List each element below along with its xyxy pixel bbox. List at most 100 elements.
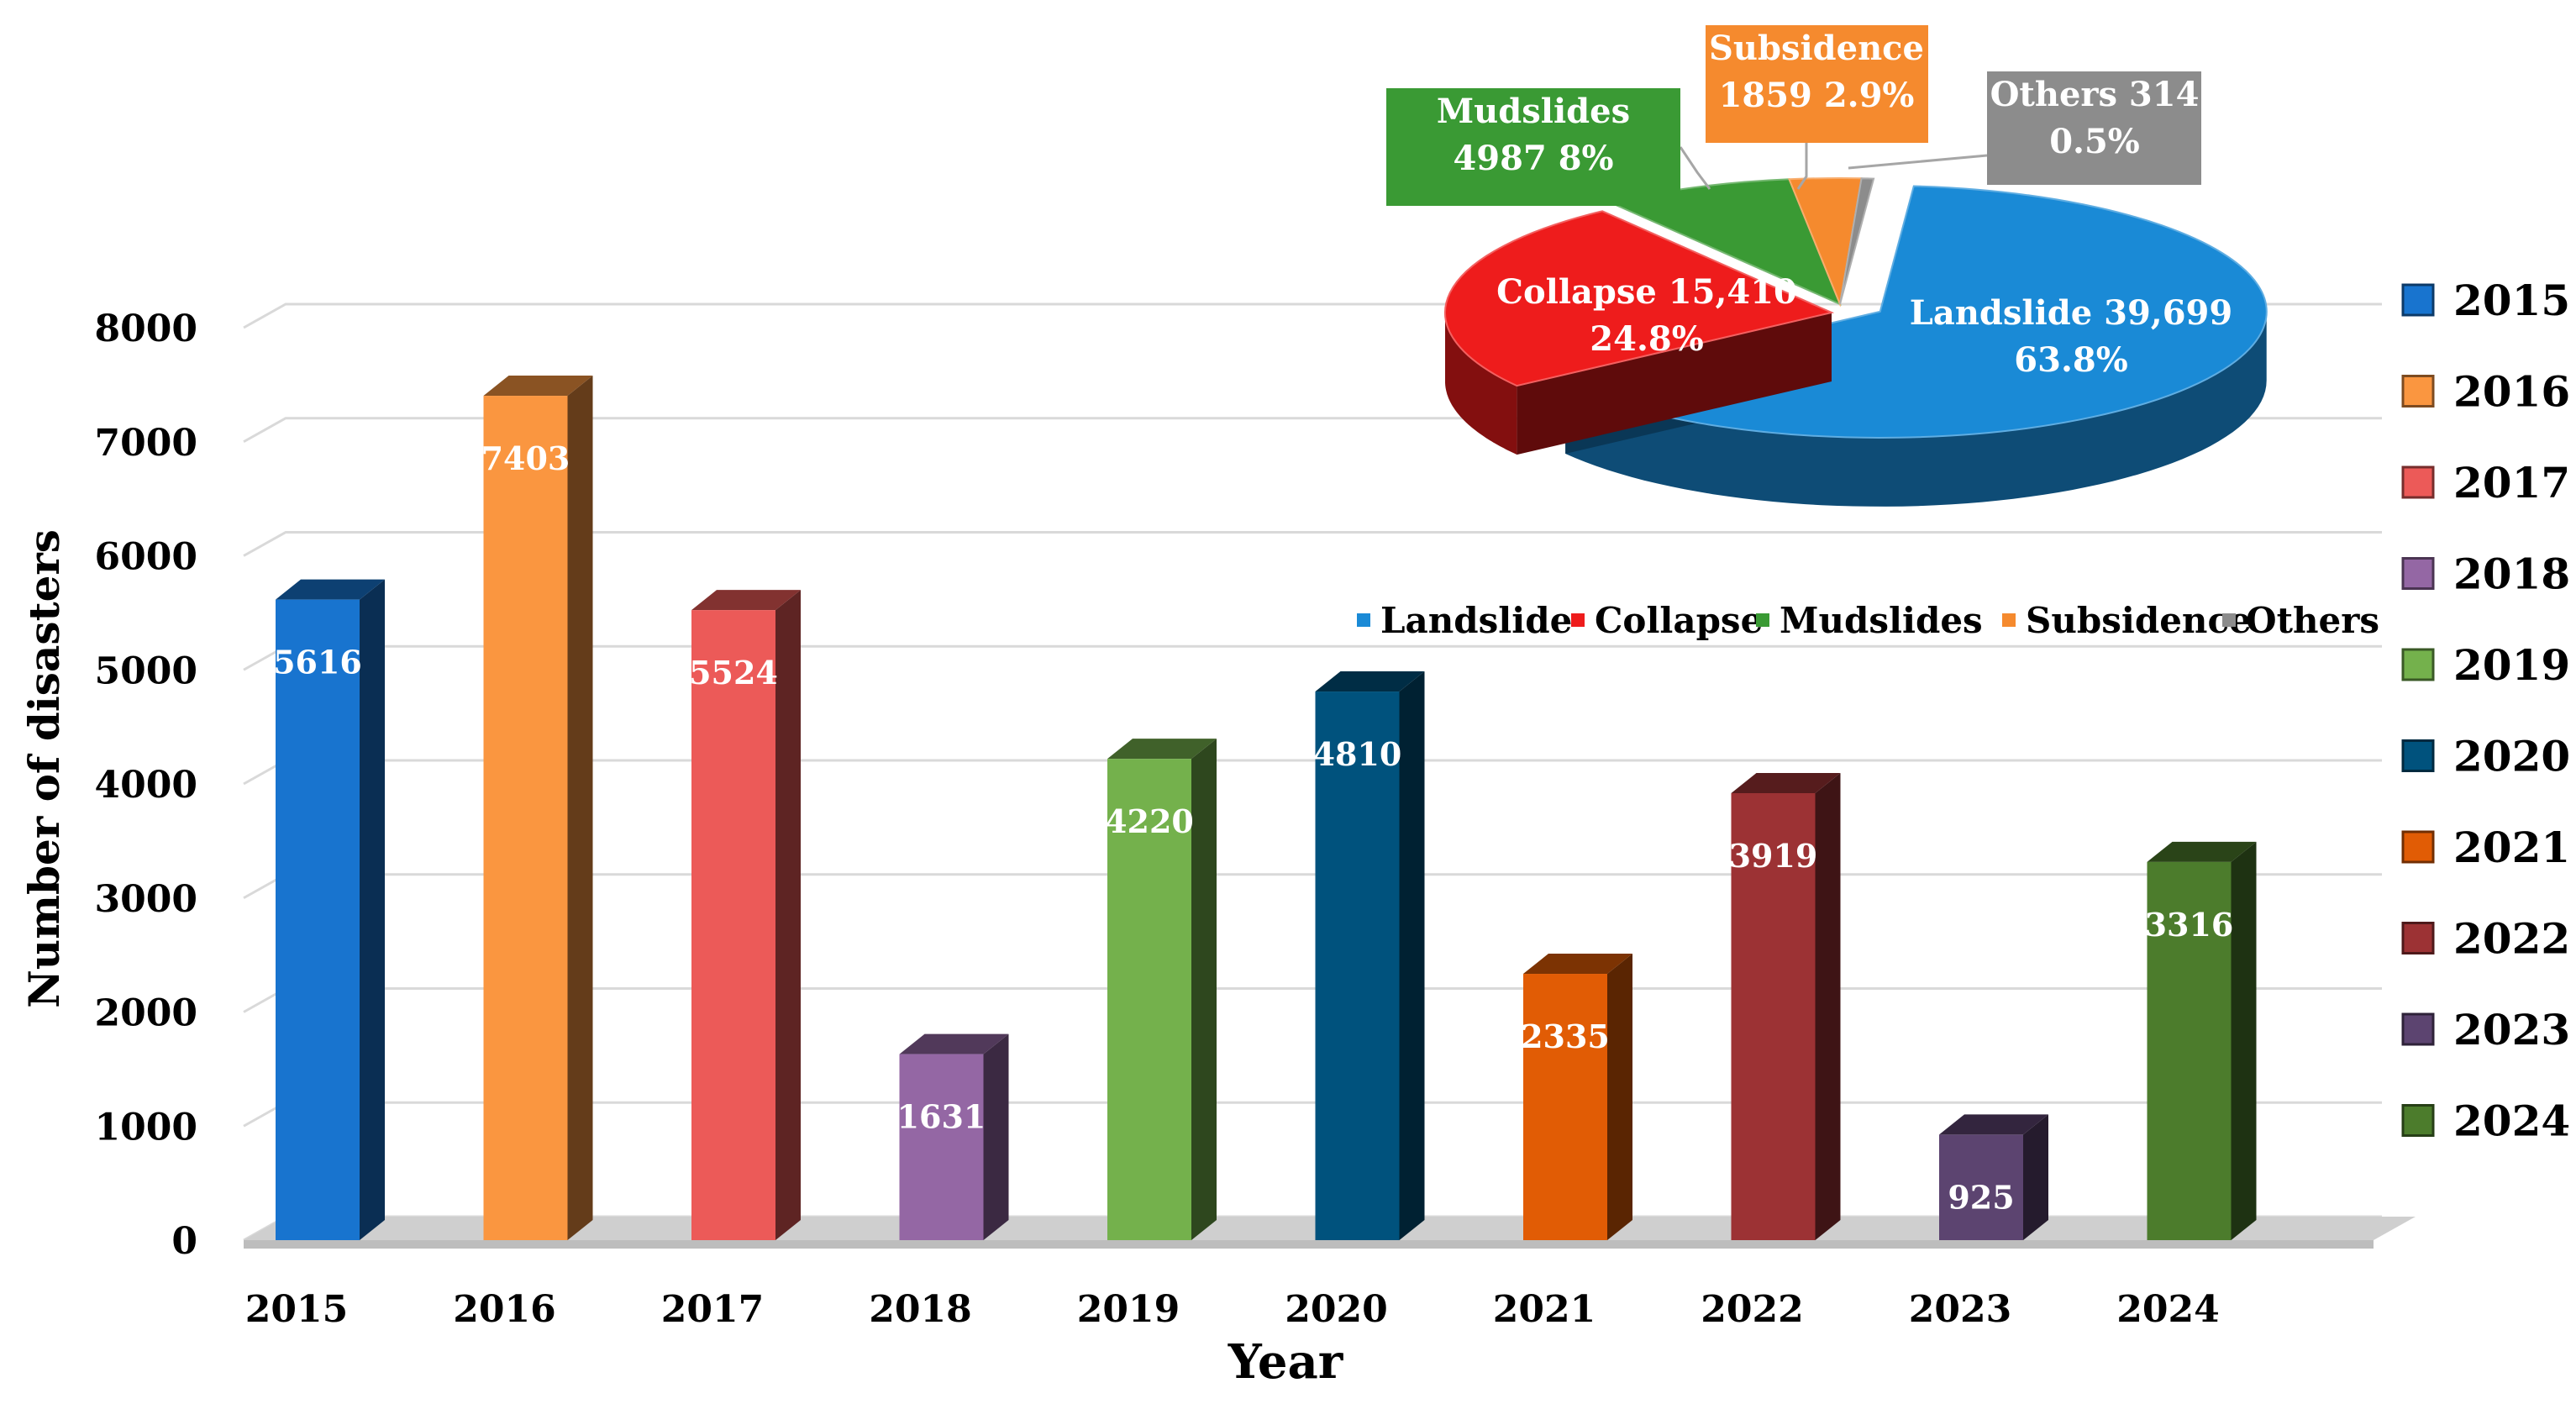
- bar-top: [899, 1033, 1009, 1054]
- legend-swatch: [2401, 1012, 2435, 1046]
- x-tick-label: 2016: [453, 1288, 555, 1331]
- pie-slice-top: [1839, 177, 1875, 305]
- legend-label: 2019: [2453, 640, 2570, 690]
- y-tick-label: 2000: [95, 992, 197, 1035]
- pie-legend-item: Collapse: [1571, 600, 1763, 641]
- bar: 7403: [481, 376, 593, 1241]
- legend-item: 2023: [2401, 1005, 2570, 1054]
- legend-label: 2016: [2453, 367, 2570, 417]
- leader-line: [1679, 146, 1711, 190]
- pie-legend-label: Landslide: [1380, 600, 1572, 641]
- x-tick-label: 2023: [1909, 1288, 2011, 1331]
- y-tick-label: 7000: [95, 422, 197, 465]
- bar-top: [276, 579, 385, 600]
- pie-legend-swatch: [2002, 613, 2016, 627]
- legend-swatch: [2401, 465, 2435, 499]
- bar-value-label: 5524: [689, 654, 778, 691]
- bar-value-label: 7403: [481, 439, 570, 477]
- pie-slice-side: [1445, 313, 1517, 455]
- y-tick-label: 8000: [95, 308, 197, 350]
- bar-side: [567, 376, 593, 1241]
- pie-label: Mudslides 4987 8%: [1386, 88, 1711, 206]
- bar-top: [1107, 739, 1217, 760]
- legend-item: 2021: [2401, 823, 2570, 872]
- legend-item: 2018: [2401, 550, 2570, 599]
- pie-legend-item: Mudslides: [1756, 600, 1983, 641]
- x-tick-label: 2019: [1077, 1288, 1180, 1331]
- pie-label: Landslide 39,699 63.8%: [1910, 293, 2232, 380]
- pie-legend-item: Landslide: [1357, 600, 1572, 641]
- bar-series: 5616 7403 5524 1631 4220 4810 2335 3919 925 3316: [273, 376, 2257, 1241]
- bar-top: [1731, 772, 1841, 793]
- legend-swatch: [2401, 375, 2435, 408]
- pie-legend-swatch: [2222, 613, 2236, 627]
- bar: 925: [1939, 1114, 2048, 1240]
- bar-top: [691, 590, 801, 611]
- leader-line: [1796, 143, 1808, 190]
- bar-front: [276, 599, 360, 1240]
- pie-label-line2: 4987 8%: [1453, 139, 1613, 178]
- pie-legend-label: Mudslides: [1780, 600, 1983, 641]
- bar: 5616: [273, 579, 385, 1240]
- pie-label-line2: 24.8%: [1590, 319, 1703, 359]
- y-axis-title: Number of disasters: [19, 529, 69, 1008]
- pie-slice: [1839, 177, 1875, 305]
- bar-top: [1523, 954, 1632, 975]
- pie-slice-side: [1565, 311, 2267, 507]
- legend-label: 2020: [2453, 732, 2570, 781]
- pie-legend-label: Collapse: [1595, 600, 1763, 641]
- pie-legend-label: Subsidence: [2026, 600, 2252, 641]
- bar: 4810: [1313, 671, 1425, 1240]
- legend-label: 2024: [2453, 1096, 2570, 1146]
- bar: 3919: [1729, 772, 1841, 1240]
- bar-front: [483, 396, 568, 1241]
- pie-slice-cut: [1517, 313, 1832, 455]
- y-tick-label: 1000: [95, 1106, 197, 1149]
- pie-label-line2: 63.8%: [2014, 340, 2127, 380]
- bar: 3316: [2145, 841, 2257, 1240]
- pie-labels: Landslide 39,699 63.8% Collapse 15,410 24.8…: [1386, 25, 2232, 380]
- bar-value-label: 1631: [897, 1098, 986, 1136]
- legend-swatch: [2401, 1104, 2435, 1137]
- bar-top: [2147, 841, 2257, 862]
- bar-top: [483, 376, 593, 397]
- bar-front: [2147, 861, 2232, 1240]
- x-tick-label: 2021: [1493, 1288, 1596, 1331]
- bar-side: [1607, 954, 1632, 1240]
- bar-value-label: 925: [1948, 1178, 2014, 1216]
- pie-label-box: [1386, 88, 1680, 206]
- bar-front: [1523, 974, 1607, 1240]
- pie-legend-swatch: [1756, 613, 1769, 627]
- bar-side: [2231, 841, 2257, 1240]
- bar: 5524: [689, 590, 801, 1240]
- y-tick-label: 0: [171, 1220, 197, 1263]
- bar-value-label: 4220: [1105, 802, 1194, 840]
- legend-item: 2024: [2401, 1096, 2570, 1146]
- bar-top: [1939, 1114, 2048, 1135]
- pie-legend-swatch: [1571, 613, 1585, 627]
- floor-edge: [244, 1240, 2374, 1249]
- x-tick-label: 2018: [869, 1288, 971, 1331]
- legend-item: 2016: [2401, 367, 2570, 417]
- pie-label-line1: Subsidence: [1709, 29, 1924, 68]
- bar-side: [2023, 1114, 2048, 1240]
- pie-slice-top: [1444, 210, 1835, 387]
- bar-side: [1399, 671, 1425, 1240]
- legend-item: 2020: [2401, 732, 2570, 781]
- bar-side: [983, 1033, 1009, 1240]
- x-tick-label: 2022: [1701, 1288, 1803, 1331]
- y-tick-label: 5000: [95, 649, 197, 692]
- legend-swatch: [2401, 739, 2435, 772]
- pie-label-line2: 0.5%: [2049, 122, 2140, 161]
- bar-front: [1939, 1134, 2023, 1240]
- legend-swatch: [2401, 830, 2435, 864]
- bar: 2335: [1521, 954, 1632, 1240]
- bar-side: [360, 579, 385, 1240]
- bar-side: [1191, 739, 1217, 1240]
- bar-front: [1731, 792, 1816, 1240]
- leader-line: [1848, 154, 1988, 170]
- legend-label: 2021: [2453, 823, 2570, 872]
- y-tick-label: 4000: [95, 764, 197, 807]
- x-axis-title: Year: [1228, 1334, 1344, 1390]
- y-tick-label: 6000: [95, 536, 197, 579]
